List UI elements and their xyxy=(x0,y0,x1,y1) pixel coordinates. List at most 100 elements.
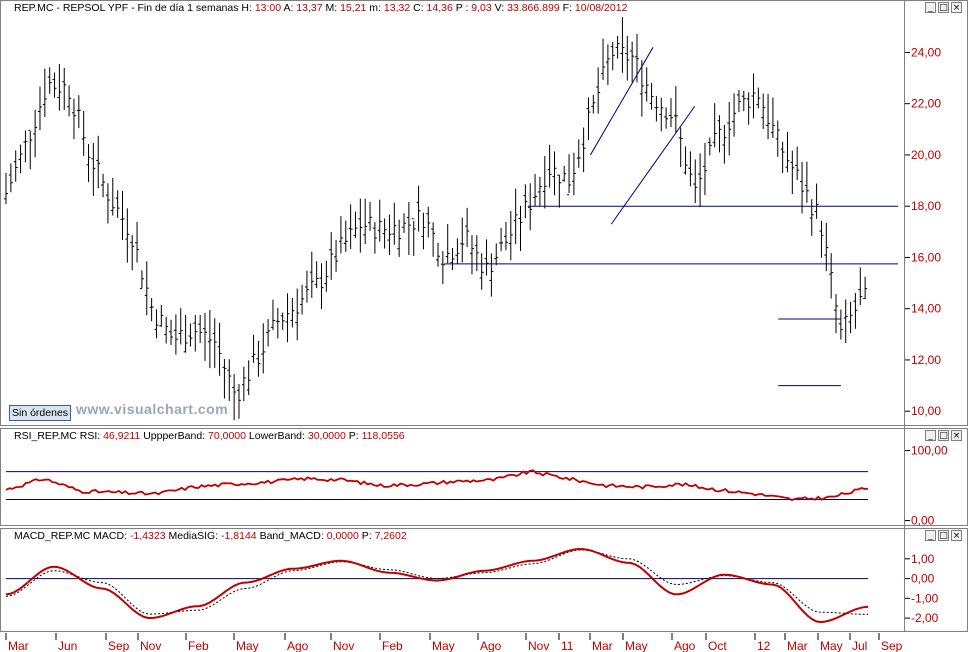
x-tick-label: 11 xyxy=(561,639,574,652)
upper-label: UppperBand: xyxy=(143,430,206,442)
price-tick-label: 12,00 xyxy=(911,353,941,367)
macd-p-value: 7,2602 xyxy=(374,530,407,542)
price-tick-label: 14,00 xyxy=(911,302,941,316)
macd-label: MACD: xyxy=(93,530,128,542)
price-bars xyxy=(4,17,868,421)
price-header: REP.MC - REPSOL YPF - Fin de día 1 seman… xyxy=(14,2,627,14)
lower-value: 30,0000 xyxy=(307,430,346,442)
mm-label: m: xyxy=(369,2,381,14)
orders-badge[interactable]: Sin órdenes xyxy=(9,405,72,421)
a-label: A: xyxy=(283,2,294,14)
x-tick-label: May xyxy=(236,639,259,652)
price-window-buttons: _ □ × xyxy=(925,2,962,13)
price-pane xyxy=(0,0,968,426)
x-tick-label: Jun xyxy=(58,639,77,652)
x-tick-label: 12 xyxy=(757,639,771,652)
band-label: Band_MACD: xyxy=(259,530,324,542)
a-value: 13,37 xyxy=(296,2,323,14)
x-tick-label: Ago xyxy=(674,639,696,652)
rsi-layer: 100,00 0,00 xyxy=(5,444,948,528)
x-tick-label: Mar xyxy=(8,639,29,652)
h-label: H: xyxy=(241,2,252,14)
minimize-button[interactable]: _ xyxy=(925,2,936,13)
x-tick-label: May xyxy=(820,639,843,652)
rsi-name: RSI_REP.MC xyxy=(14,430,77,442)
x-axis: Mar Jun Sep Nov Feb May Ago Nov Feb May Ago Nov 11 Ma… xyxy=(5,633,903,652)
x-tick-label: Nov xyxy=(140,639,161,652)
sig-value: -1,8144 xyxy=(221,530,257,542)
c-label: C: xyxy=(413,2,424,14)
rsi-pane xyxy=(0,428,968,526)
macd-tick-label: -1,00 xyxy=(911,591,939,605)
x-tick-label: May xyxy=(432,639,455,652)
rsi-minimize-button[interactable]: _ xyxy=(925,430,936,441)
band-value: 0,0000 xyxy=(326,530,359,542)
price-tick-label: 20,00 xyxy=(911,148,941,162)
rsi-close-button[interactable]: × xyxy=(951,430,962,441)
rsi-p-value: 118,0556 xyxy=(361,430,405,442)
macd-header: MACD_REP.MC MACD: -1,4323 MediaSIG: -1,8… xyxy=(14,530,407,542)
x-tick-label: Sep xyxy=(108,639,130,652)
macd-layer: 1,00 0,00 -1,00 -2,00 xyxy=(5,547,939,625)
x-tick-label: Oct xyxy=(708,639,727,652)
vol-label: V: xyxy=(494,2,505,14)
f-label: F: xyxy=(562,2,572,14)
x-tick-label: May xyxy=(625,639,648,652)
macd-window-buttons: _ □ × xyxy=(925,530,962,541)
price-tick-label: 10,00 xyxy=(911,404,941,418)
macd-value: -1,4323 xyxy=(129,530,166,542)
x-tick-label: Feb xyxy=(382,639,403,652)
x-tick-label: Nov xyxy=(528,639,549,652)
lower-label: LowerBand: xyxy=(248,430,305,442)
macd-line xyxy=(5,547,869,624)
rsi-header: RSI_REP.MC RSI: 46,9211 UppperBand: 70,0… xyxy=(14,430,405,442)
symbol-title: REP.MC - REPSOL YPF - Fin de día 1 seman… xyxy=(14,2,239,14)
price-overlays xyxy=(444,47,898,387)
p-value: 9,03 xyxy=(471,2,492,14)
macd-tick-label: 0,00 xyxy=(911,572,935,586)
vol-value: 33.866.899 xyxy=(507,2,560,14)
macd-close-button[interactable]: × xyxy=(951,530,962,541)
x-tick-label: Mar xyxy=(592,639,613,652)
upper-value: 70,0000 xyxy=(208,430,246,442)
price-tick-label: 18,00 xyxy=(911,199,941,213)
macd-maximize-button[interactable]: □ xyxy=(938,530,949,541)
f-value: 10/08/2012 xyxy=(574,2,628,14)
macd-tick-label: 1,00 xyxy=(911,552,935,566)
macd-pane xyxy=(0,528,968,632)
close-button[interactable]: × xyxy=(951,2,962,13)
channel-line-0 xyxy=(589,47,654,156)
macd-minimize-button[interactable]: _ xyxy=(925,530,936,541)
price-y-axis: 10,00 12,00 14,00 16,00 18,00 20,00 22,00 24,00 xyxy=(905,45,941,418)
rsi-line xyxy=(5,469,869,502)
sig-label: MediaSIG: xyxy=(168,530,219,542)
price-tick-label: 16,00 xyxy=(911,250,941,264)
watermark: www.visualchart.com xyxy=(76,401,229,417)
rsi-tick-label: 0,00 xyxy=(911,514,935,528)
x-tick-label: Feb xyxy=(188,639,209,652)
rsi-window-buttons: _ □ × xyxy=(925,430,962,441)
h-value: 13:00 xyxy=(254,2,282,14)
channel-line-1 xyxy=(610,105,696,225)
x-tick-label: Sep xyxy=(881,639,903,652)
price-tick-label: 24,00 xyxy=(911,45,941,59)
x-tick-label: Mar xyxy=(787,639,808,652)
x-tick-label: Ago xyxy=(480,639,502,652)
p-label: P : xyxy=(455,2,469,14)
x-tick-label: Ago xyxy=(287,639,309,652)
rsi-maximize-button[interactable]: □ xyxy=(938,430,949,441)
x-tick-label: Nov xyxy=(333,639,354,652)
macd-p-label: P: xyxy=(361,530,372,542)
m-value: 15,21 xyxy=(340,2,367,14)
macd-tick-label: -2,00 xyxy=(911,611,939,625)
mm-value: 13,32 xyxy=(383,2,411,14)
m-label: M: xyxy=(325,2,338,14)
macd-name: MACD_REP.MC xyxy=(14,530,91,542)
x-tick-label: Jul xyxy=(852,639,867,652)
price-tick-label: 22,00 xyxy=(911,97,941,111)
rsi-p-label: P: xyxy=(348,430,359,442)
c-value: 14,36 xyxy=(426,2,453,14)
rsi-tick-label: 100,00 xyxy=(911,444,948,458)
maximize-button[interactable]: □ xyxy=(938,2,949,13)
